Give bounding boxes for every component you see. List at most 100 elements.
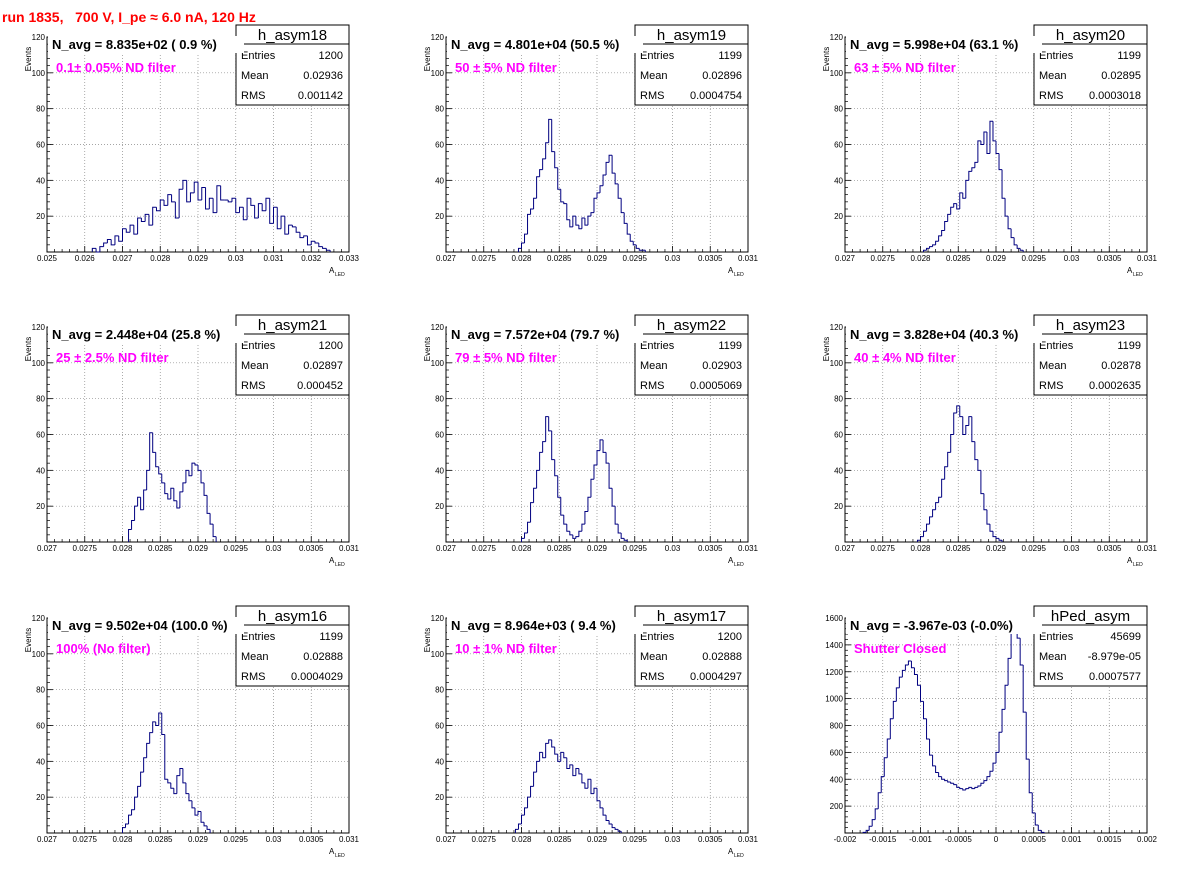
histogram-bin [932,509,936,517]
histogram-name: h_asym20 [1056,27,1125,44]
histogram-bin [575,768,579,776]
y-tick-label: 20 [834,502,843,511]
histogram-bin [584,217,588,226]
stat-label: Mean [1039,70,1067,82]
x-tick-label: 0.028 [511,835,532,844]
histogram-bin [273,206,278,224]
histogram-bin [269,198,274,224]
histogram-bin [977,140,981,163]
x-tick-label: 0.028 [150,254,171,263]
histogram-bin [581,523,585,532]
y-tick-label: 60 [435,722,444,731]
stat-label: Mean [640,70,668,82]
histogram-bin [194,807,198,816]
x-tick-label: 0.0305 [1097,544,1122,553]
histogram-bin [99,246,104,252]
histogram-bin [614,173,619,185]
histogram-bin [1010,228,1015,239]
histogram-bin [605,161,610,175]
stat-value: 0.0004029 [291,671,343,683]
x-tick-label: 0.029 [587,544,608,553]
histogram-bin [554,747,558,755]
navg-label: N_avg = 8.964e+03 ( 9.4 %) [451,618,616,633]
navg-background [447,617,643,634]
histogram-bin [167,493,171,500]
histogram-bin [1028,759,1033,794]
histogram-bin [635,244,640,249]
y-tick-label: 100 [32,359,46,368]
histogram-bin [176,500,180,509]
histogram-bin [935,240,939,245]
histogram-bin [956,203,960,210]
stats-box [235,605,350,687]
histogram-bin [216,185,221,213]
histogram-name: hPed_asym [1051,608,1130,625]
histogram-bin [148,214,153,226]
stat-label: Mean [640,651,668,663]
histogram-bin [995,536,1000,539]
x-tick-label: 0.0285 [148,835,173,844]
histogram-bin [209,513,214,525]
x-tick-label: 0.0285 [946,254,971,263]
histogram-bin [1001,169,1006,199]
y-tick-label: 40 [36,757,45,766]
stats-box [235,24,350,106]
histogram-bin [986,776,990,781]
histogram-bin [188,470,192,477]
y-tick-label: 80 [435,686,444,695]
stat-label: Entries [1039,340,1074,352]
histogram-bin [880,776,885,793]
x-tick-label: 0.03 [266,835,282,844]
stats-box [634,605,749,687]
histogram-bin [605,452,610,464]
histogram-bin [530,502,534,523]
stat-label: Entries [241,631,276,643]
histogram-bin [935,765,939,774]
histogram-bin [572,215,576,227]
histogram-bin [932,755,936,767]
histogram-bin [910,661,915,669]
histogram-bin [536,176,540,199]
histogram-bin [923,701,927,720]
x-tick-label: 0.0295 [1022,254,1047,263]
histogram-bin [325,248,331,251]
x-axis-title: A [1127,556,1133,565]
histogram-bin [536,760,540,773]
x-tick-label: 0 [994,835,999,844]
y-axis-title: Events [822,47,831,71]
histogram-bin [554,151,558,169]
histogram-bin [617,183,622,199]
histogram-bin [886,738,891,758]
histogram-bin [551,119,555,153]
x-tick-label: 0.029 [188,835,209,844]
histogram-bin [545,142,549,159]
histogram-bin [593,787,597,794]
x-tick-label: 0.028 [112,544,133,553]
histogram-bin [133,225,138,235]
x-tick-label: 0.0285 [547,254,572,263]
histogram-bin [950,781,954,784]
histogram-bin [962,416,966,435]
stat-value: 0.000452 [297,380,343,392]
histogram-bin [953,412,957,435]
stat-label: Entries [241,340,276,352]
y-axis-title: Events [822,337,831,361]
histogram-bin [584,782,588,789]
y-tick-label: 100 [830,69,844,78]
histogram-bin [1007,657,1012,686]
stat-label: Mean [640,360,668,372]
stat-label: RMS [640,671,664,683]
histogram-bin [611,824,616,829]
x-tick-label: 0.0005 [1022,835,1047,844]
y-tick-label: 100 [431,69,445,78]
histogram-bin [179,491,183,508]
histogram-bin [986,509,990,525]
histogram-bin [938,235,942,242]
y-axis-title: Events [24,47,33,71]
y-tick-label: 60 [834,431,843,440]
histogram-bin [173,788,177,795]
y-tick-label: 20 [834,212,843,221]
histogram-bin [179,768,183,776]
x-tick-label: 0.028 [910,544,931,553]
x-tick-label: 0.027 [112,254,133,263]
